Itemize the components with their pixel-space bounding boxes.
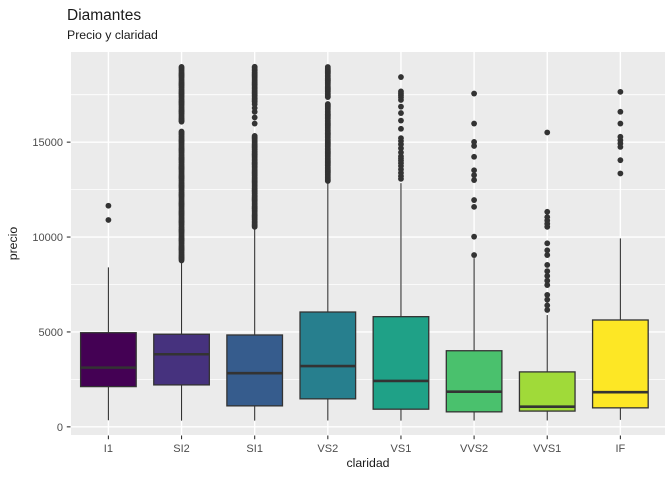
chart-title: Diamantes — [67, 7, 142, 24]
outlier-point — [544, 247, 551, 254]
outlier-point — [471, 233, 477, 240]
x-tick-label-si1: SI1 — [246, 443, 263, 455]
outlier-point — [471, 120, 477, 127]
outlier-point — [398, 110, 404, 116]
outlier-point — [544, 240, 551, 247]
outlier-point — [105, 202, 112, 209]
outlier-point — [398, 135, 404, 142]
outlier-point — [471, 252, 477, 258]
outlier-point — [617, 120, 624, 127]
outlier-point — [471, 197, 477, 203]
outlier-point — [617, 88, 624, 95]
x-tick-label-if: IF — [615, 443, 625, 455]
box-i1 — [79, 332, 137, 388]
box-if — [591, 319, 649, 409]
x-tick-label-si2: SI2 — [173, 443, 190, 455]
outlier-point — [544, 292, 551, 298]
outlier-point — [178, 64, 185, 70]
x-tick-label-i1: I1 — [104, 443, 113, 455]
outlier-point — [544, 307, 551, 313]
outlier-point — [251, 120, 258, 127]
outlier-point — [544, 214, 551, 221]
outlier-point — [544, 302, 551, 309]
outlier-point — [251, 114, 258, 121]
y-axis-title: precio — [6, 227, 20, 261]
chart-subtitle: Precio y claridad — [67, 28, 158, 42]
outlier-point — [471, 167, 477, 174]
outlier-point — [544, 208, 551, 215]
box-vvs2 — [445, 350, 503, 413]
outlier-point — [105, 217, 112, 223]
outlier-point — [471, 177, 477, 184]
outlier-point — [617, 133, 624, 140]
outlier-point — [178, 128, 185, 135]
outlier-point — [398, 125, 404, 132]
x-tick-label-vs2: VS2 — [317, 443, 338, 455]
outlier-point — [544, 273, 551, 279]
x-tick-label-vvs2: VVS2 — [460, 443, 488, 455]
outlier-point — [471, 143, 477, 149]
outlier-point — [617, 108, 624, 115]
outlier-point — [617, 170, 624, 177]
outlier-point — [324, 101, 331, 107]
outlier-point — [398, 103, 404, 110]
box-si1 — [226, 334, 284, 407]
outlier-point — [544, 296, 551, 303]
y-tick-label: 15000 — [32, 137, 63, 149]
outlier-point — [251, 132, 258, 139]
y-tick-label: 10000 — [32, 232, 63, 244]
outlier-point — [324, 64, 331, 70]
y-tick-label: 5000 — [39, 327, 63, 339]
outlier-point — [471, 90, 477, 97]
outlier-point — [544, 277, 551, 284]
outlier-point — [471, 139, 477, 145]
outlier-point — [544, 282, 551, 288]
x-axis-title: claridad — [346, 456, 389, 470]
outlier-point — [398, 88, 404, 95]
outlier-point — [471, 153, 477, 160]
box-vvs1 — [518, 371, 576, 412]
x-tick-label-vs1: VS1 — [391, 443, 412, 455]
outlier-point — [617, 157, 624, 164]
y-tick-label: 0 — [57, 422, 63, 434]
outlier-point — [544, 262, 551, 268]
box-vs1 — [372, 316, 430, 410]
outlier-point — [251, 63, 258, 70]
outlier-point — [471, 203, 477, 210]
outlier-point — [398, 149, 404, 156]
outlier-point — [398, 117, 404, 124]
outlier-point — [544, 252, 551, 258]
x-tick-label-vvs1: VVS1 — [533, 443, 561, 455]
box-vs2 — [299, 311, 357, 400]
box-si2 — [153, 333, 210, 386]
outlier-point — [544, 268, 551, 275]
outlier-point — [398, 74, 404, 80]
outlier-point — [471, 172, 477, 179]
outlier-point — [544, 129, 551, 136]
